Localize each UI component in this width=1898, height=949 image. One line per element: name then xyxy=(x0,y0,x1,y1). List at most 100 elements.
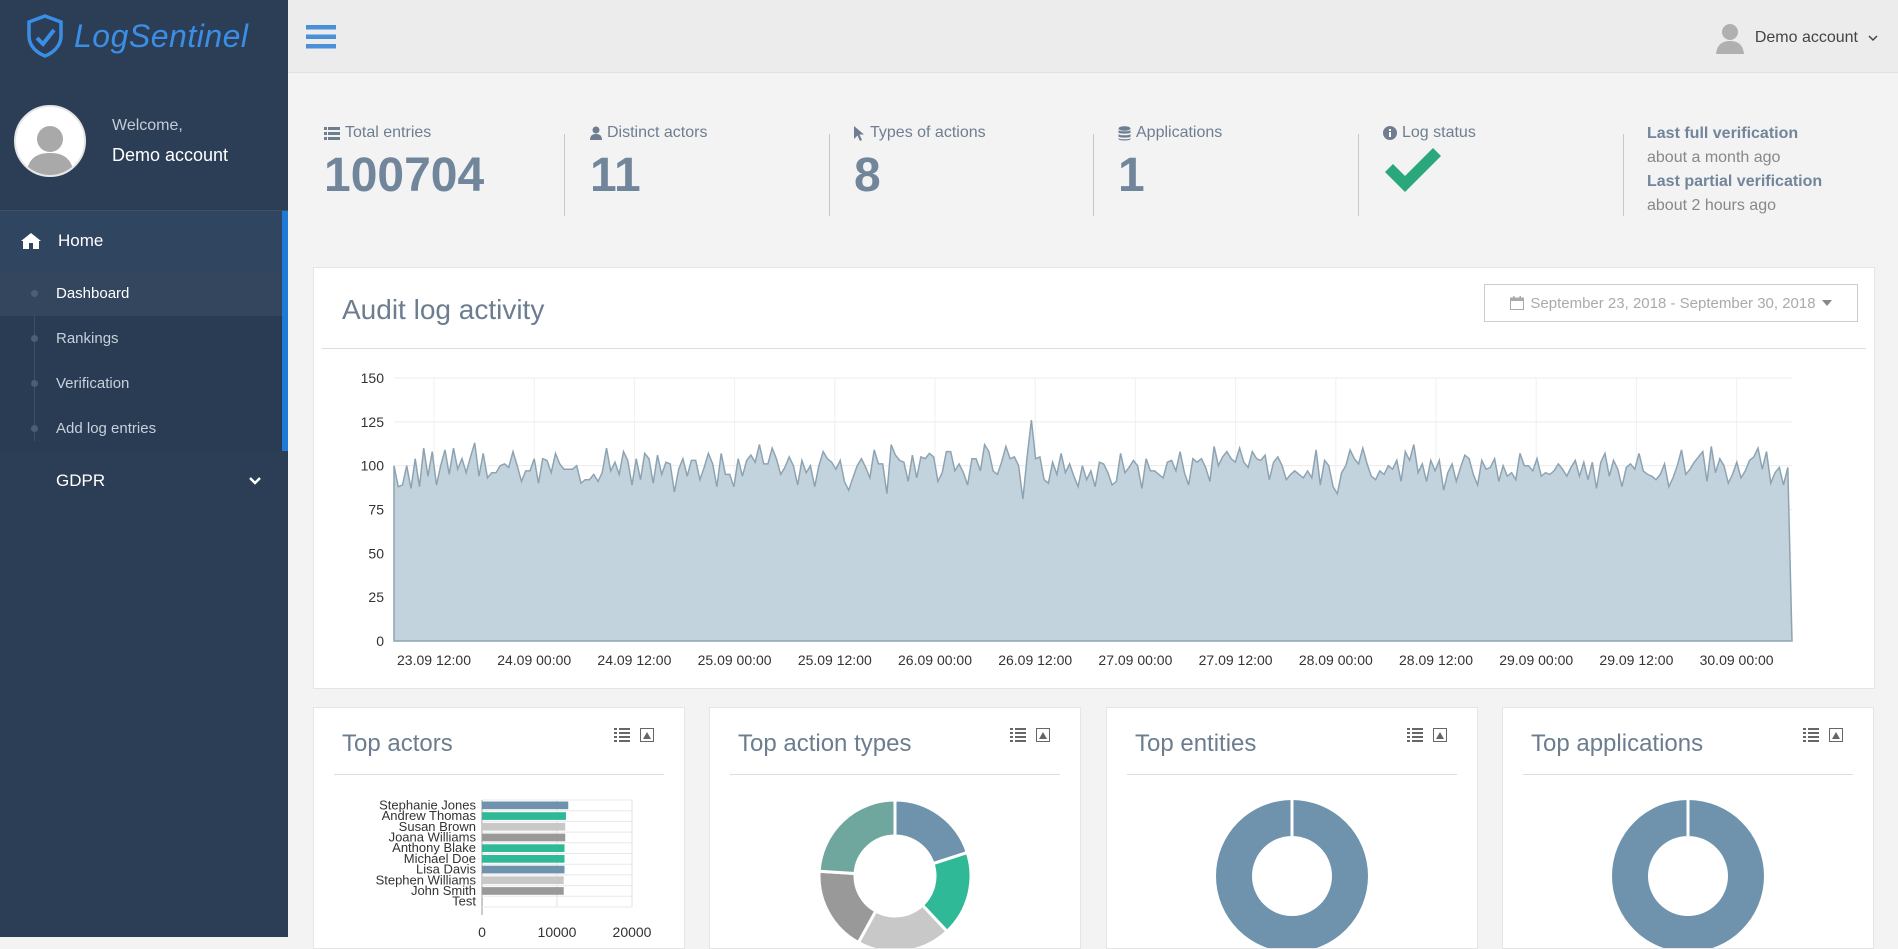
home-icon xyxy=(21,233,41,249)
sidebar-item-verification[interactable]: Verification xyxy=(0,361,282,406)
info-circle-icon xyxy=(1383,126,1397,140)
top-entities-donut-chart xyxy=(1216,800,1368,948)
bar xyxy=(482,812,566,820)
x-tick-label: 27.09 12:00 xyxy=(1199,652,1273,668)
sidebar-item-label: Verification xyxy=(56,375,130,392)
x-tick-label: 20000 xyxy=(613,924,652,940)
x-tick-label: 28.09 00:00 xyxy=(1299,652,1373,668)
y-tick-label: 75 xyxy=(368,502,384,518)
x-tick-label: 26.09 00:00 xyxy=(898,652,972,668)
x-tick-label: 24.09 12:00 xyxy=(597,652,671,668)
stat-distinct-actors: Distinct actors 11 xyxy=(590,100,707,218)
user-avatar-icon xyxy=(1715,24,1744,54)
stat-label: Distinct actors xyxy=(607,124,708,141)
x-tick-label: 10000 xyxy=(538,924,577,940)
user-name: Demo account xyxy=(112,144,229,165)
x-tick-label: 27.09 00:00 xyxy=(1098,652,1172,668)
list-icon xyxy=(324,126,340,140)
full-verification-value: about a month ago xyxy=(1647,149,1781,166)
verification-info: Last full verification about a month ago… xyxy=(1647,122,1822,240)
top-entities-card: Top entities xyxy=(1106,707,1478,949)
donut-slice xyxy=(1612,800,1764,948)
chart-view-icon[interactable] xyxy=(1036,728,1050,742)
x-tick-label: 28.09 12:00 xyxy=(1399,652,1473,668)
divider xyxy=(1358,134,1359,216)
activity-title: Audit log activity xyxy=(342,294,545,325)
x-tick-label: 26.09 12:00 xyxy=(998,652,1072,668)
category-label: Stephen Williams xyxy=(376,872,477,887)
nav-home[interactable]: Home xyxy=(0,211,288,271)
chart-view-icon[interactable] xyxy=(1829,728,1843,742)
bullet-icon xyxy=(31,425,38,432)
nav-gdpr[interactable]: GDPR xyxy=(0,451,288,511)
stat-label: Log status xyxy=(1402,124,1476,141)
activity-card: Audit log activity September 23, 2018 - … xyxy=(313,267,1875,689)
category-label: Anthony Blake xyxy=(392,840,476,855)
logo-text: LogSentinel xyxy=(74,17,249,54)
divider xyxy=(1093,134,1094,216)
stat-applications: Applications 1 xyxy=(1118,100,1222,218)
nav-home-label: Home xyxy=(58,231,104,250)
bar xyxy=(482,887,564,895)
category-label: Stephanie Jones xyxy=(379,797,476,812)
user-icon xyxy=(590,126,602,140)
category-label: Michael Doe xyxy=(404,851,476,866)
top-action-types-card: Top action types xyxy=(709,707,1081,949)
card-divider xyxy=(1523,774,1853,775)
card-title: Top action types xyxy=(738,730,912,757)
divider xyxy=(564,134,565,216)
card-divider xyxy=(1127,774,1457,775)
list-view-icon[interactable] xyxy=(614,728,630,742)
stat-types-of-actions: Types of actions 8 xyxy=(854,100,986,218)
top-applications-card: Top applications xyxy=(1502,707,1874,949)
calendar-icon xyxy=(1510,296,1525,310)
bar xyxy=(482,876,564,885)
user-profile: Welcome, Demo account xyxy=(0,72,288,211)
list-view-icon[interactable] xyxy=(1010,728,1026,742)
caret-down-icon xyxy=(1821,300,1832,306)
y-tick-label: 50 xyxy=(368,545,384,561)
sidebar-item-label: Dashboard xyxy=(56,285,130,302)
bar xyxy=(482,833,566,842)
y-tick-label: 25 xyxy=(368,589,384,605)
bar xyxy=(482,844,565,852)
category-label: Lisa Davis xyxy=(416,862,476,877)
stat-label: Applications xyxy=(1136,124,1223,141)
chart-view-icon[interactable] xyxy=(640,728,654,742)
list-view-icon[interactable] xyxy=(1407,728,1423,742)
card-title: Top applications xyxy=(1531,730,1704,757)
bar xyxy=(482,897,483,906)
list-view-icon[interactable] xyxy=(1803,728,1819,742)
top-applications-donut-chart xyxy=(1612,800,1764,948)
x-tick-label: 25.09 12:00 xyxy=(798,652,872,668)
bar xyxy=(482,822,566,831)
bar xyxy=(482,865,565,874)
full-verification-label: Last full verification xyxy=(1647,125,1799,142)
hamburger-menu-icon[interactable] xyxy=(306,24,336,50)
x-tick-label: 30.09 00:00 xyxy=(1700,652,1774,668)
card-title: Top entities xyxy=(1135,730,1257,757)
sidebar: LogSentinel Welcome, Demo account Home D… xyxy=(0,0,288,937)
donut-slice xyxy=(1216,800,1368,948)
stat-label: Total entries xyxy=(345,124,432,141)
card-divider xyxy=(334,774,664,775)
x-tick-label: 29.09 12:00 xyxy=(1599,652,1673,668)
sidebar-item-rankings[interactable]: Rankings xyxy=(0,316,282,361)
chart-view-icon[interactable] xyxy=(1433,728,1447,742)
stat-value: 100704 xyxy=(324,149,485,202)
nav-gdpr-label: GDPR xyxy=(56,471,106,490)
sidebar-item-add-log-entries[interactable]: Add log entries xyxy=(0,406,282,451)
sidebar-item-dashboard[interactable]: Dashboard xyxy=(0,271,282,316)
partial-verification-value: about 2 hours ago xyxy=(1647,197,1776,214)
y-tick-label: 125 xyxy=(361,414,385,430)
logo-shield-icon xyxy=(27,14,63,58)
stat-label: Types of actions xyxy=(870,124,986,141)
top-actors-card: Top actors 0 10000 20000 Stephanie Jones And… xyxy=(313,707,685,949)
logo[interactable]: LogSentinel xyxy=(0,0,288,72)
date-range-picker[interactable]: September 23, 2018 - September 30, 2018 xyxy=(1484,284,1858,322)
divider xyxy=(1623,134,1624,216)
bullet-icon xyxy=(31,380,38,387)
sidebar-item-label: Add log entries xyxy=(56,420,157,437)
account-menu[interactable]: Demo account xyxy=(1715,22,1878,54)
